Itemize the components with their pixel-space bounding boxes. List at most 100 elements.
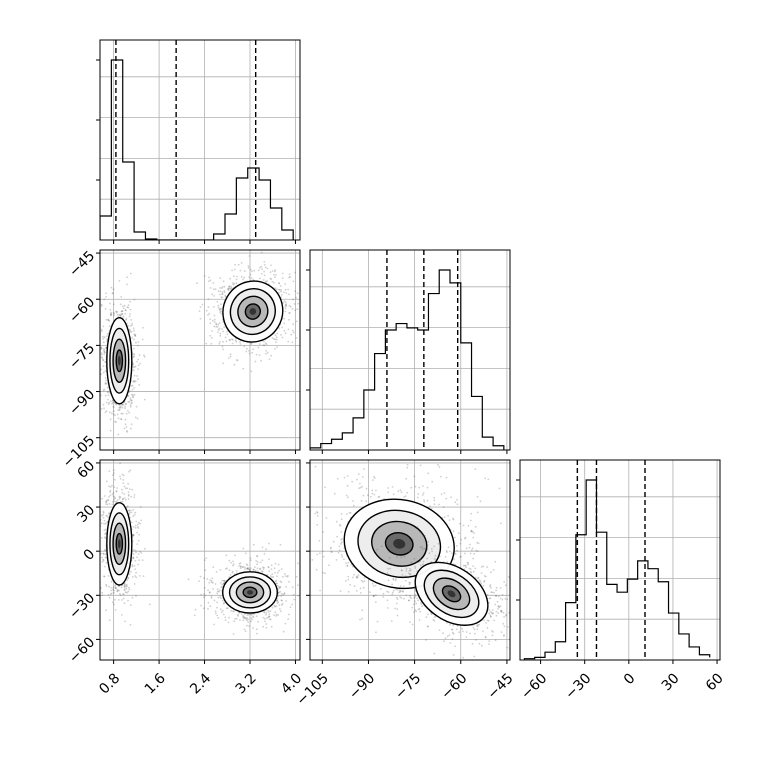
sample-point [405, 565, 408, 568]
sample-point [503, 625, 506, 628]
sample-point [100, 347, 103, 350]
sample-point [235, 278, 238, 281]
sample-point [221, 599, 224, 602]
sample-point [340, 512, 343, 515]
sample-point [303, 515, 305, 517]
sample-point [122, 403, 125, 406]
sample-point [479, 580, 482, 583]
sample-point [229, 574, 232, 576]
sample-point [130, 427, 132, 430]
sample-point [281, 294, 283, 296]
sample-point [130, 571, 132, 573]
y-tick-label: 30 [74, 502, 98, 526]
sample-point [114, 587, 117, 589]
sample-point [456, 549, 459, 552]
sample-point [280, 290, 282, 293]
sample-point [476, 495, 479, 498]
sample-point [224, 336, 227, 339]
sample-point [292, 331, 295, 334]
sample-point [361, 485, 363, 488]
sample-point [110, 592, 113, 595]
y-tick-label: −60 [66, 294, 98, 326]
sample-point [357, 473, 360, 475]
sample-point [282, 630, 285, 633]
sample-point [116, 487, 118, 489]
sample-point [216, 301, 219, 303]
sample-point [217, 304, 220, 307]
sample-point [273, 281, 275, 284]
sample-point [116, 313, 119, 316]
sample-point [498, 606, 501, 609]
sample-point [288, 276, 290, 279]
sample-point [250, 277, 253, 280]
sample-point [265, 623, 268, 625]
sample-point [141, 559, 144, 561]
sample-point [409, 596, 412, 599]
sample-point [482, 630, 484, 632]
sample-point [430, 547, 433, 550]
sample-point [132, 509, 135, 511]
sample-point [143, 355, 146, 358]
sample-point [482, 565, 485, 568]
sample-point [104, 528, 107, 531]
sample-point [136, 375, 138, 377]
sample-point [396, 598, 399, 600]
sample-point [131, 488, 134, 491]
sample-point [116, 589, 119, 591]
sample-point [104, 537, 107, 539]
sample-point [126, 431, 129, 433]
sample-point [239, 340, 241, 343]
sample-point [132, 533, 135, 536]
sample-point [210, 580, 213, 582]
sample-point [144, 547, 146, 550]
sample-point [240, 613, 243, 615]
sample-point [139, 506, 142, 508]
sample-point [408, 583, 411, 586]
sample-point [104, 411, 107, 414]
sample-point [261, 546, 264, 549]
sample-point [239, 567, 242, 570]
sample-point [500, 610, 503, 613]
sample-point [205, 557, 208, 559]
sample-point [275, 336, 278, 339]
sample-point [281, 277, 284, 279]
sample-point [223, 326, 226, 329]
sample-point [130, 495, 133, 498]
sample-point [212, 319, 214, 322]
sample-point [119, 496, 122, 499]
sample-point [223, 291, 226, 294]
sample-point [107, 391, 109, 394]
sample-point [226, 607, 229, 610]
sample-point [489, 615, 492, 618]
sample-point [228, 338, 231, 341]
sample-point [214, 612, 217, 615]
sample-point [262, 625, 265, 628]
sample-point [281, 272, 284, 275]
sample-point [423, 500, 426, 503]
sample-point [420, 603, 423, 605]
sample-point [111, 412, 113, 415]
sample-point [270, 568, 273, 570]
sample-point [210, 597, 213, 599]
sample-point [477, 542, 480, 545]
sample-point [433, 499, 436, 502]
sample-point [117, 599, 120, 601]
sample-point [214, 610, 217, 613]
sample-point [208, 312, 211, 315]
sample-point [132, 557, 135, 560]
sample-point [139, 362, 141, 365]
sample-point [213, 599, 216, 602]
sample-point [130, 423, 133, 426]
sample-point [359, 482, 361, 485]
sample-point [237, 615, 240, 617]
sample-point [115, 490, 118, 493]
sample-point [219, 332, 222, 335]
sample-point [304, 282, 306, 284]
sample-point [414, 567, 417, 569]
sample-point [285, 600, 287, 602]
sample-point [113, 589, 115, 592]
sample-point [121, 313, 123, 315]
sample-point [128, 411, 131, 414]
sample-point [252, 348, 254, 351]
